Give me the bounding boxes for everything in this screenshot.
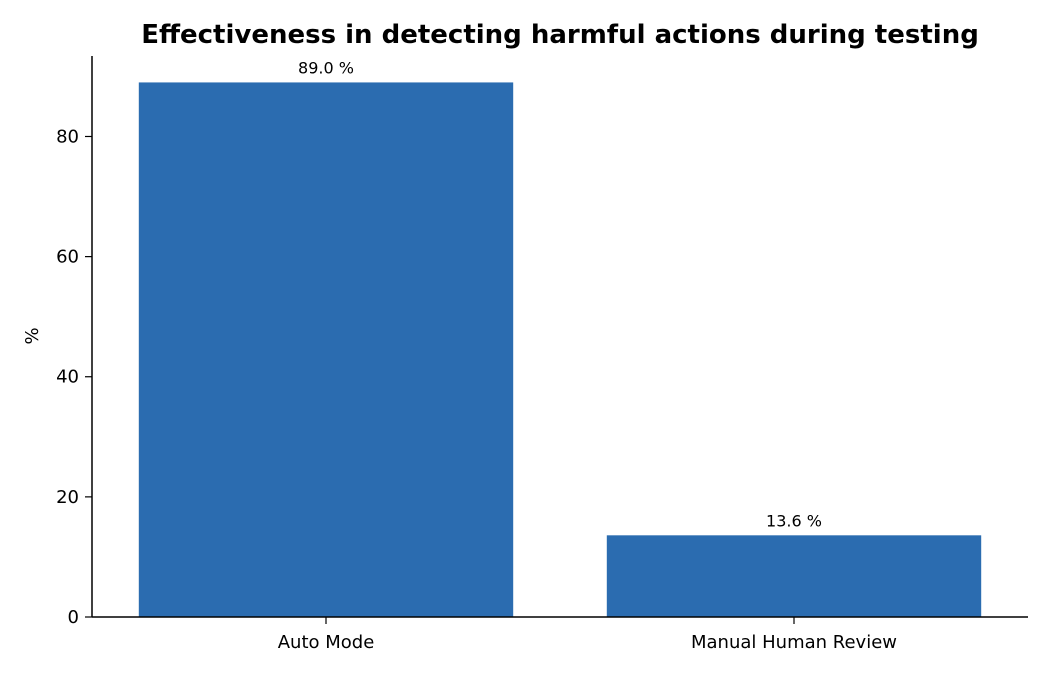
chart-title: Effectiveness in detecting harmful actio… <box>141 20 979 50</box>
plot-area: 89.0 % Auto Mode 13.6 % Manual Human Review… <box>56 56 1028 653</box>
bar-manual-human-review <box>606 535 982 617</box>
y-tick-label: 20 <box>56 487 79 508</box>
data-label: 89.0 % <box>298 58 354 77</box>
data-label: 13.6 % <box>766 511 822 530</box>
y-tick-label: 80 <box>56 126 79 147</box>
y-tick-label: 60 <box>56 247 79 268</box>
y-tick-label: 0 <box>68 607 79 628</box>
x-tick-label: Manual Human Review <box>691 632 897 653</box>
bar-auto-mode <box>138 82 514 617</box>
y-tick-label: 40 <box>56 367 79 388</box>
y-axis-label: % <box>22 327 43 344</box>
x-tick-label: Auto Mode <box>278 632 375 653</box>
